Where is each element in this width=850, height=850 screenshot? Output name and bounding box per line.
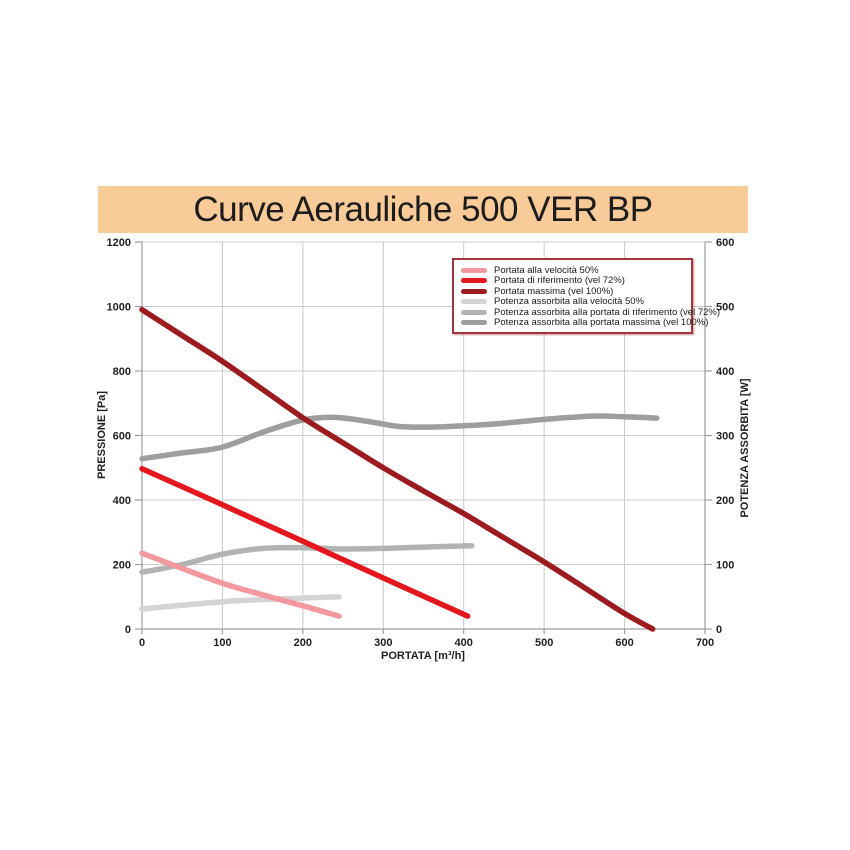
series-line-3 bbox=[139, 594, 342, 612]
series-line-4 bbox=[139, 543, 475, 575]
x-axis-title: PORTATA [m³/h] bbox=[381, 650, 465, 662]
y-right-tick-label: 300 bbox=[716, 431, 734, 443]
legend-item-portata-massima: Portata massima (vel 100%) bbox=[461, 285, 685, 297]
y-left-tick-label: 400 bbox=[113, 495, 131, 507]
legend-swatch bbox=[461, 309, 487, 315]
y-right-tick-label: 600 bbox=[716, 237, 734, 249]
y-axis-right-title: POTENZA ASSORBITA [W] bbox=[739, 378, 751, 518]
series-line-2 bbox=[139, 306, 656, 632]
x-tick-label: 300 bbox=[374, 637, 392, 649]
legend-swatch bbox=[461, 299, 487, 305]
legend-item-potenza-massima: Potenza assorbita alla portata massima (… bbox=[461, 317, 708, 328]
y-right-tick-label: 500 bbox=[716, 302, 734, 314]
series-line-0 bbox=[139, 550, 342, 619]
chart-legend: Portata alla velocità 50% Portata di rif… bbox=[452, 258, 720, 334]
y-right-tick-label: 0 bbox=[716, 624, 722, 636]
legend-item-portata-riferimento: Portata di riferimento (vel 72%) bbox=[461, 275, 685, 287]
legend-item-potenza-riferimento: Potenza assorbita alla portata di riferi… bbox=[461, 307, 720, 318]
y-left-tick-label: 600 bbox=[113, 431, 131, 443]
y-left-tick-label: 200 bbox=[113, 560, 131, 572]
y-left-tick-label: 1000 bbox=[107, 302, 131, 314]
chart-title-bar: Curve Aerauliche 500 VER BP bbox=[98, 186, 748, 233]
legend-swatch bbox=[461, 320, 487, 326]
legend-swatch bbox=[461, 278, 487, 284]
x-tick-label: 400 bbox=[455, 637, 473, 649]
y-axis-left-title: PRESSIONE [Pa] bbox=[96, 390, 108, 480]
legend-item-portata-50: Portata alla velocità 50% bbox=[461, 264, 685, 276]
chart-title: Curve Aerauliche 500 VER BP bbox=[193, 189, 653, 229]
y-right-tick-label: 400 bbox=[716, 366, 734, 378]
x-tick-label: 200 bbox=[294, 637, 312, 649]
legend-label: Portata massima (vel 100%) bbox=[494, 285, 614, 297]
legend-label: Potenza assorbita alla portata massima (… bbox=[494, 317, 709, 329]
x-tick-label: 500 bbox=[535, 637, 553, 649]
series-line-5 bbox=[139, 413, 660, 462]
y-left-tick-label: 0 bbox=[125, 624, 131, 636]
legend-label: Potenza assorbita alla velocità 50% bbox=[494, 296, 644, 308]
y-left-tick-label: 1200 bbox=[107, 237, 131, 249]
x-tick-label: 600 bbox=[615, 637, 633, 649]
legend-swatch bbox=[461, 267, 487, 273]
x-tick-label: 700 bbox=[696, 637, 714, 649]
series-line-1 bbox=[139, 465, 471, 619]
x-tick-label: 100 bbox=[213, 637, 231, 649]
x-tick-label: 0 bbox=[139, 637, 145, 649]
legend-swatch bbox=[461, 288, 487, 294]
y-left-tick-label: 800 bbox=[113, 366, 131, 378]
legend-label: Potenza assorbita alla portata di riferi… bbox=[494, 306, 721, 318]
y-right-tick-label: 200 bbox=[716, 495, 734, 507]
legend-item-potenza-50: Potenza assorbita alla velocità 50% bbox=[461, 296, 685, 308]
legend-label: Portata di riferimento (vel 72%) bbox=[494, 275, 625, 287]
y-right-tick-label: 100 bbox=[716, 560, 734, 572]
legend-label: Portata alla velocità 50% bbox=[494, 264, 599, 276]
